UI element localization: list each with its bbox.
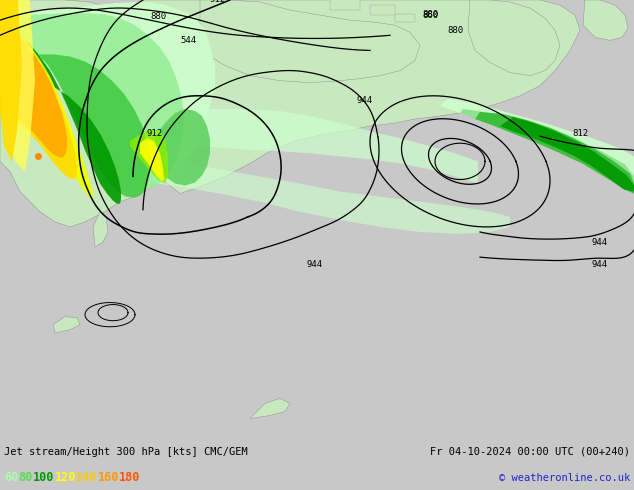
Text: 880: 880 (422, 10, 438, 19)
Polygon shape (475, 112, 634, 194)
Polygon shape (460, 109, 634, 192)
Polygon shape (140, 0, 580, 194)
Polygon shape (583, 0, 628, 40)
Text: 180: 180 (119, 471, 140, 485)
Polygon shape (0, 24, 121, 204)
Polygon shape (130, 129, 168, 184)
Polygon shape (395, 14, 415, 22)
Text: 140: 140 (76, 471, 98, 485)
Polygon shape (0, 13, 184, 190)
Text: 60: 60 (4, 471, 18, 485)
Polygon shape (440, 99, 634, 184)
Polygon shape (0, 20, 93, 198)
Text: © weatheronline.co.uk: © weatheronline.co.uk (499, 473, 630, 483)
Text: 120: 120 (55, 471, 76, 485)
Polygon shape (140, 161, 510, 234)
Polygon shape (0, 0, 175, 227)
Polygon shape (155, 109, 210, 186)
Polygon shape (370, 5, 395, 15)
Polygon shape (0, 2, 215, 184)
Polygon shape (0, 0, 90, 40)
Text: 812: 812 (572, 128, 588, 138)
Text: Jet stream/Height 300 hPa [kts] CMC/GEM: Jet stream/Height 300 hPa [kts] CMC/GEM (4, 447, 248, 457)
Text: Fr 04-10-2024 00:00 UTC (00+240): Fr 04-10-2024 00:00 UTC (00+240) (430, 447, 630, 457)
Polygon shape (0, 0, 35, 172)
Polygon shape (250, 398, 290, 418)
Text: 944: 944 (592, 238, 608, 246)
Polygon shape (0, 30, 150, 197)
Polygon shape (160, 109, 478, 184)
Text: 860: 860 (422, 11, 438, 20)
Polygon shape (0, 17, 77, 179)
Text: 944: 944 (307, 260, 323, 269)
Text: 912: 912 (147, 128, 163, 138)
Text: 944: 944 (357, 97, 373, 105)
Polygon shape (140, 138, 164, 181)
Text: 880: 880 (447, 26, 463, 35)
Polygon shape (200, 0, 420, 83)
Text: 544: 544 (180, 36, 196, 45)
Text: 160: 160 (98, 471, 119, 485)
Polygon shape (0, 0, 22, 161)
Polygon shape (0, 14, 67, 157)
Polygon shape (500, 117, 634, 192)
Polygon shape (468, 0, 560, 75)
Text: 912: 912 (210, 0, 226, 4)
Polygon shape (93, 212, 108, 247)
Text: 880: 880 (150, 12, 166, 21)
Text: 100: 100 (33, 471, 55, 485)
Text: 80: 80 (18, 471, 33, 485)
Polygon shape (53, 317, 80, 333)
Text: 944: 944 (592, 260, 608, 269)
Polygon shape (330, 0, 360, 10)
